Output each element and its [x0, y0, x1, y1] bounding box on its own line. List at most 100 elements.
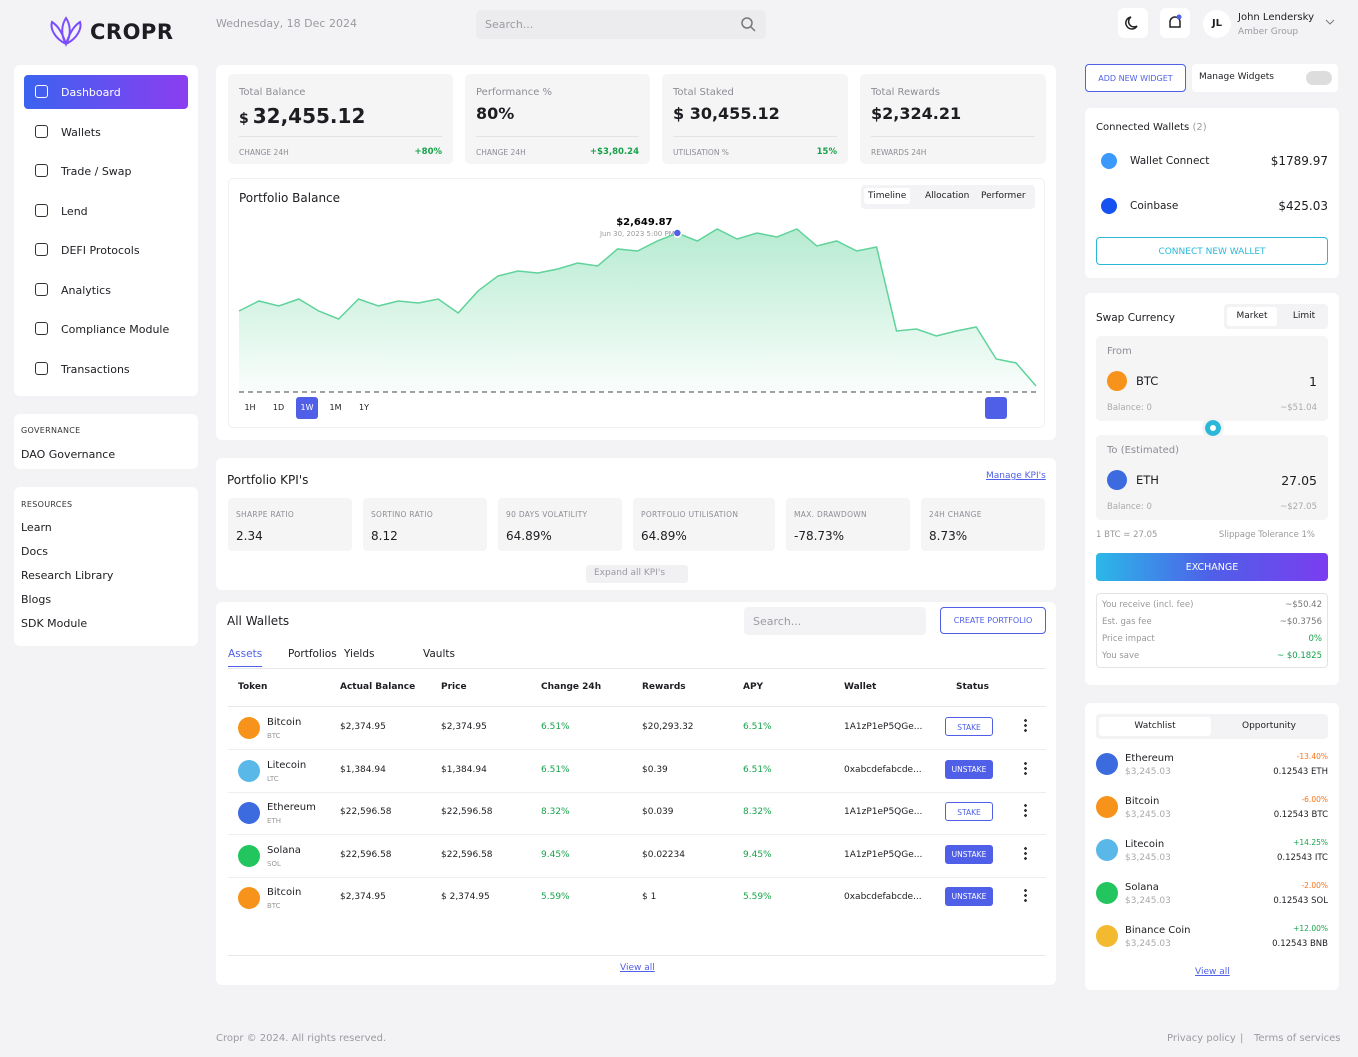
chart-tab[interactable]: Allocation — [925, 191, 970, 201]
watch-tab[interactable]: Watchlist — [1099, 717, 1211, 736]
manage-kpis[interactable]: Manage KPI's — [986, 471, 1046, 481]
stat-footer-label: CHANGE 24H — [239, 148, 289, 157]
chart-tab[interactable]: Timeline — [864, 188, 911, 204]
nav-item[interactable]: Compliance Module — [61, 323, 170, 336]
wallet-name: Wallet Connect — [1130, 155, 1210, 167]
table-tab[interactable]: Portfolios — [288, 648, 337, 660]
tab-underline — [228, 666, 262, 667]
footer-divider — [228, 955, 1046, 956]
cell-price: $1,384.94 — [441, 764, 487, 775]
sidebar-link[interactable]: DAO Governance — [21, 448, 116, 461]
swap-tabs: Market Limit — [1224, 304, 1328, 329]
watch-amount: 0.12543 SOL — [1273, 896, 1328, 906]
connect-wallet[interactable]: CONNECT NEW WALLET — [1096, 237, 1328, 265]
nav-item[interactable]: Analytics — [61, 283, 111, 297]
add-widget[interactable]: ADD NEW WIDGET — [1085, 64, 1186, 92]
chart-tab[interactable]: Performer — [981, 191, 1026, 201]
line-chart: $2,649.87 Jun 30, 2023 5:00 PM — [238, 217, 1037, 393]
cell-apy: 5.59% — [743, 892, 772, 902]
status-button[interactable]: STAKE — [945, 717, 993, 736]
nav-item[interactable]: Transactions — [61, 362, 130, 376]
sidebar-link[interactable]: SDK Module — [21, 617, 88, 630]
column-header[interactable]: Rewards — [642, 682, 686, 692]
brand: CROPR — [90, 20, 174, 44]
chart-type-button[interactable] — [985, 397, 1007, 419]
cell-apy: 6.51% — [743, 722, 772, 732]
notifications[interactable] — [1160, 8, 1190, 38]
range-button[interactable]: 1W — [296, 397, 318, 419]
row-menu[interactable] — [1024, 760, 1027, 775]
swap-token[interactable]: BTC — [1136, 374, 1159, 388]
swap-tab[interactable]: Market — [1227, 307, 1277, 326]
column-header[interactable]: APY — [743, 682, 764, 692]
range-button[interactable]: 1H — [244, 403, 256, 412]
cell-price: $22,596.58 — [441, 807, 493, 817]
column-header[interactable]: Wallet — [844, 682, 877, 692]
nav-item[interactable]: Trade / Swap — [61, 165, 132, 178]
range-button[interactable]: 1D — [272, 403, 285, 412]
create-portfolio[interactable]: CREATE PORTFOLIO — [940, 607, 1046, 634]
column-header[interactable]: Change 24h — [541, 682, 602, 692]
stat-footer-value: +80% — [414, 147, 442, 157]
footer-link[interactable]: Terms of services — [1254, 1033, 1341, 1044]
cell-balance: $2,374.95 — [340, 892, 386, 902]
expand-kpis[interactable]: Expand all KPI's — [586, 565, 688, 583]
exchange-button[interactable]: EXCHANGE — [1096, 553, 1328, 581]
sidebar-link[interactable]: Learn — [21, 521, 52, 534]
token-name: Bitcoin — [267, 717, 302, 728]
row-menu[interactable] — [1024, 718, 1027, 732]
nav-item[interactable]: Wallets — [61, 125, 101, 139]
detail-label: You receive (incl. fee) — [1102, 600, 1194, 610]
avatar[interactable]: JL — [1203, 10, 1231, 38]
table-tab[interactable]: Assets — [228, 648, 263, 660]
swap-token[interactable]: ETH — [1136, 473, 1159, 487]
token-icon — [1096, 925, 1118, 947]
column-header[interactable]: Actual Balance — [340, 682, 416, 692]
table-search[interactable]: Search... — [744, 607, 926, 635]
status-button[interactable]: UNSTAKE — [945, 759, 993, 779]
watch-change: -2.00% — [1301, 881, 1328, 890]
slippage[interactable]: Slippage Tolerance 1% — [1218, 530, 1315, 540]
footer-link[interactable]: Privacy policy — [1167, 1033, 1236, 1044]
table-tab[interactable]: Yields — [344, 648, 375, 660]
cell-balance: $1,384.94 — [340, 764, 386, 775]
kpi-value: 2.34 — [236, 529, 263, 543]
nav-icon — [35, 164, 48, 177]
status-button[interactable]: UNSTAKE — [945, 844, 993, 864]
search-placeholder: Search... — [753, 615, 802, 628]
wallets-title[interactable]: All Wallets — [227, 614, 290, 628]
swap-tab[interactable]: Limit — [1292, 311, 1316, 321]
status-button[interactable]: UNSTAKE — [945, 887, 993, 906]
active-nav-bg — [24, 75, 188, 109]
watch-tab[interactable]: Opportunity — [1241, 721, 1296, 731]
row-menu[interactable] — [1024, 888, 1027, 902]
row-divider — [228, 791, 1046, 793]
range-button[interactable]: 1Y — [359, 403, 369, 412]
view-all[interactable]: View all — [1195, 967, 1230, 977]
swap-direction[interactable] — [1202, 417, 1224, 439]
watch-price: $3,245.03 — [1125, 767, 1171, 777]
cell-change: 8.32% — [541, 807, 570, 817]
stat-number: 32,455.12 — [252, 104, 366, 128]
sidebar-link[interactable]: Blogs — [21, 593, 52, 606]
sidebar-link[interactable]: Docs — [21, 545, 48, 558]
sidebar-link[interactable]: Research Library — [21, 569, 114, 582]
watchlist-card: View all Watchlist Opportunity Ethereum $3,2… — [1085, 703, 1339, 990]
manage-widgets[interactable]: Manage Widgets — [1192, 64, 1338, 92]
table-tab[interactable]: Vaults — [423, 648, 455, 660]
nav-item[interactable]: DEFI Protocols — [61, 244, 140, 257]
range-button[interactable]: 1M — [329, 403, 342, 412]
status-button[interactable]: STAKE — [945, 802, 993, 821]
search-box[interactable]: Search... — [476, 10, 766, 39]
swap-details: You receive (incl. fee) ~$50.42 Est. gas f… — [1096, 593, 1328, 668]
nav-item[interactable]: Dashboard — [61, 86, 121, 99]
row-menu[interactable] — [1024, 845, 1027, 860]
view-all[interactable]: View all — [620, 963, 655, 973]
toggle[interactable] — [1306, 71, 1332, 85]
theme-toggle[interactable] — [1118, 8, 1148, 38]
column-header[interactable]: Price — [441, 682, 467, 692]
row-menu[interactable] — [1024, 803, 1027, 817]
swap-balance: Balance: 0 — [1107, 502, 1152, 512]
stat-card: Total Staked $ 30,455.12 UTILISATION % 15% — [662, 74, 848, 164]
nav-item[interactable]: Lend — [61, 204, 88, 218]
